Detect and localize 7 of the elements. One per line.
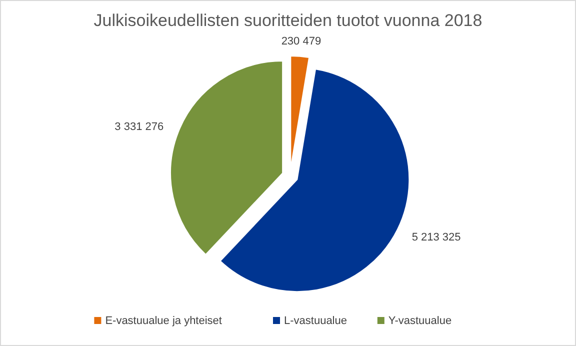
data-label: 3 331 276: [114, 120, 164, 133]
legend-label: E-vastuualue ja yhteiset: [105, 315, 222, 327]
data-label: 5 213 325: [412, 231, 461, 244]
legend-label: L-vastuualue: [284, 315, 347, 327]
legend-label: Y-vastuualue: [388, 315, 452, 327]
chart-title: Julkisoikeudellisten suoritteiden tuotot vuonna 2018: [94, 11, 482, 30]
data-label: 230 479: [281, 35, 322, 48]
